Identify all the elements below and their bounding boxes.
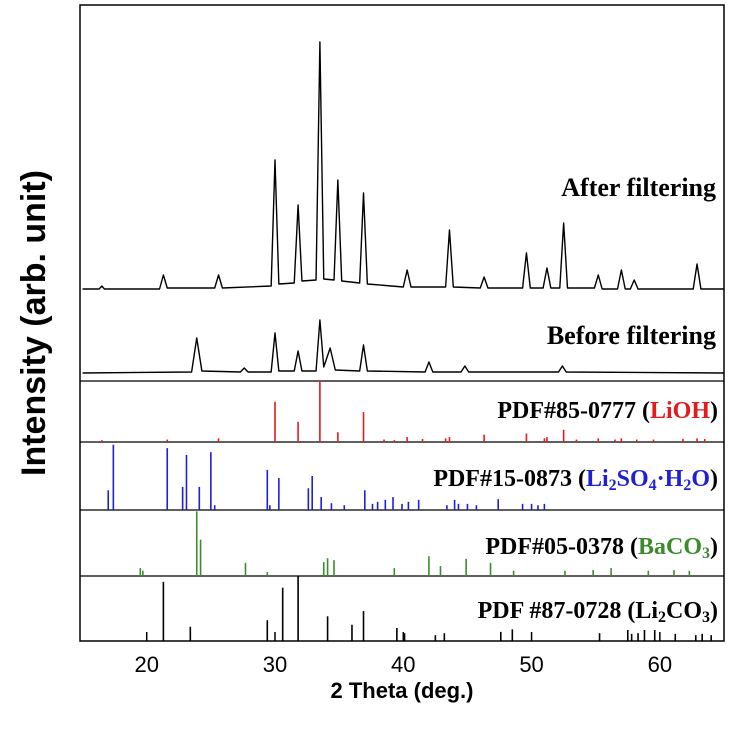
label-part: PDF #87-0728 (Li [478, 598, 659, 624]
label-part: 3 [702, 609, 710, 626]
reference-label: PDF#05-0378 (BaCO3) [485, 534, 718, 562]
plot-frame [79, 4, 725, 642]
reference-label: PDF #87-0728 (Li2CO3) [478, 598, 718, 626]
label-part: ) [710, 598, 718, 624]
label-part: Li [586, 466, 609, 492]
y-axis-title: Intensity (arb. unit) [15, 170, 53, 476]
x-tick-label: 20 [134, 652, 158, 677]
label-part: ) [710, 534, 718, 560]
trace-label: After filtering [561, 173, 716, 202]
reference-label: PDF#85-0777 (LiOH) [497, 398, 718, 424]
label-part: 2 [683, 477, 691, 494]
x-axis-title: 2 Theta (deg.) [330, 678, 473, 703]
label-part: 4 [649, 477, 657, 494]
label-part: LiOH [650, 398, 710, 424]
label-part: PDF#85-0777 ( [497, 398, 650, 424]
label-part: 2 [658, 609, 666, 626]
label-part: ·H [657, 466, 684, 492]
label-part: PDF#15-0873 ( [433, 466, 586, 492]
label-part: SO [617, 466, 649, 492]
label-part: 2 [609, 477, 617, 494]
label-part: 3 [702, 545, 710, 562]
label-part: BaCO [638, 534, 702, 560]
x-tick-label: 40 [391, 652, 415, 677]
label-part: PDF#05-0378 ( [485, 534, 638, 560]
label-part: ) [710, 466, 718, 492]
x-tick-label: 50 [519, 652, 543, 677]
x-tick-label: 60 [648, 652, 672, 677]
reference-label: PDF#15-0873 (Li2SO4·H2O) [433, 466, 718, 494]
trace-label: Before filtering [547, 321, 716, 350]
x-tick-label: 30 [263, 652, 287, 677]
xrd-trace [82, 319, 725, 374]
label-part: CO [666, 598, 702, 624]
label-part: O [691, 466, 710, 492]
xrd-trace [82, 41, 724, 290]
label-part: ) [710, 398, 718, 424]
